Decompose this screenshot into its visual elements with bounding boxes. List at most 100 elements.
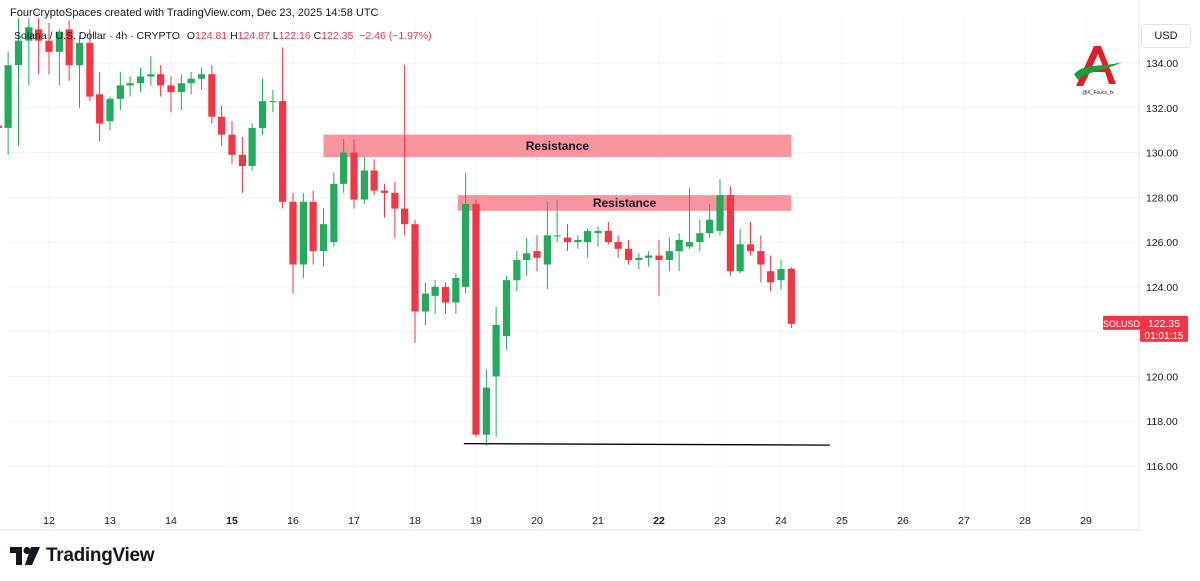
last-price-text: 122.35 — [1148, 318, 1180, 330]
symbol-name[interactable]: Solana / U.S. Dollar · 4h · CRYPTO — [14, 30, 180, 42]
candle-down — [35, 29, 43, 41]
candle-down — [391, 192, 399, 209]
candle-down — [472, 204, 480, 435]
candle-down — [218, 116, 226, 135]
x-tick-label: 23 — [714, 515, 726, 527]
resistance-zone-label: Resistance — [526, 139, 590, 153]
resistance-zone[interactable] — [323, 134, 792, 158]
candle-down — [238, 154, 246, 166]
high-label: H — [230, 30, 238, 42]
x-tick-label: 13 — [104, 515, 116, 527]
candle-down — [655, 255, 663, 261]
candle-down — [289, 201, 297, 265]
candle-up — [340, 152, 348, 184]
candle-up — [685, 242, 694, 247]
candle-down — [309, 201, 317, 252]
candle-up — [421, 293, 429, 312]
x-tick-label: 25 — [836, 515, 848, 527]
symbol-tag-text: SOLUSD — [1103, 319, 1141, 329]
candle-down — [279, 101, 287, 202]
y-tick-label: 124.00 — [1146, 282, 1178, 294]
y-tick-label: 128.00 — [1146, 192, 1178, 204]
x-tick-label: 29 — [1080, 515, 1092, 527]
candle-down — [65, 29, 73, 66]
candle-up — [736, 244, 744, 272]
x-tick-label: 15 — [226, 515, 238, 527]
candle-up — [665, 251, 673, 261]
candle-down — [614, 242, 622, 249]
candle-up — [197, 74, 206, 79]
candle-up — [513, 260, 521, 281]
candle-down — [96, 94, 104, 124]
logo-letter-a-inner — [1092, 54, 1103, 67]
candle-up — [177, 83, 185, 93]
candle-down — [401, 208, 409, 225]
countdown-text: 01:01:15 — [1145, 331, 1184, 342]
candle-up — [675, 239, 683, 252]
resistance-zone-label: Resistance — [593, 196, 657, 210]
x-tick-label: 16 — [287, 515, 299, 527]
x-tick-label: 12 — [43, 515, 55, 527]
x-tick-label: 14 — [165, 515, 177, 527]
candle-up — [431, 286, 439, 296]
candle-up — [187, 78, 195, 84]
high-value: 124.87 — [237, 30, 270, 42]
candle-up — [330, 183, 338, 243]
symbol-ohlc-legend: Solana / U.S. Dollar · 4h · CRYPTO O124.… — [14, 30, 432, 42]
candle-down — [757, 251, 765, 265]
axes: 116.00118.00120.00122.00124.00126.00128.… — [0, 0, 1178, 531]
y-tick-label: 130.00 — [1146, 148, 1178, 160]
candle-down — [533, 251, 541, 258]
x-tick-label: 22 — [653, 515, 665, 527]
candle-up — [716, 195, 724, 231]
change-value: −2.46 (−1.97%) — [359, 30, 432, 42]
candle-down — [228, 134, 236, 155]
candle-down — [604, 230, 612, 243]
candle-up — [248, 127, 256, 166]
candle-up — [635, 257, 643, 261]
symbol-tag-box — [1103, 315, 1140, 330]
y-tick-label: 132.00 — [1146, 103, 1178, 115]
y-tick-label: 120.00 — [1146, 371, 1178, 383]
candle-down — [563, 237, 572, 243]
candle-up — [574, 239, 582, 243]
x-tick-label: 19 — [470, 515, 482, 527]
candle-up — [523, 253, 531, 261]
x-tick-label: 27 — [958, 515, 970, 527]
candle-up — [116, 85, 124, 99]
candle-up — [584, 230, 592, 243]
low-label: L — [272, 30, 279, 42]
candle-up — [482, 387, 490, 435]
candle-up — [319, 224, 328, 252]
candle-down — [0, 125, 2, 128]
support-line-layer — [463, 442, 830, 446]
candle-down — [441, 286, 450, 303]
x-tick-label: 28 — [1019, 515, 1031, 527]
tradingview-brand[interactable]: TradingView — [10, 545, 155, 567]
close-value: 122.35 — [321, 30, 354, 42]
candle-up — [258, 101, 267, 128]
y-tick-label: 134.00 — [1146, 58, 1178, 70]
candle-up — [106, 98, 114, 122]
candle-down — [350, 152, 358, 200]
candle-up — [452, 277, 460, 303]
support-line[interactable] — [463, 442, 830, 446]
chart-caption: FourCryptoSpaces created with TradingVie… — [10, 7, 379, 19]
candle-down — [45, 40, 53, 52]
candle-down — [208, 74, 216, 117]
candle-up — [55, 31, 63, 52]
candle-up — [75, 42, 84, 66]
resistance-zone[interactable] — [457, 195, 792, 211]
low-value: 122.16 — [278, 30, 311, 42]
candle-up — [25, 27, 33, 41]
candle-up — [360, 170, 368, 200]
candle-down — [787, 268, 795, 324]
candle-up — [777, 268, 785, 281]
candle-up — [594, 230, 602, 234]
candle-up — [492, 324, 500, 377]
x-tick-label: 18 — [409, 515, 421, 527]
candle-up — [147, 74, 155, 77]
currency-button[interactable]: USD — [1141, 24, 1191, 48]
